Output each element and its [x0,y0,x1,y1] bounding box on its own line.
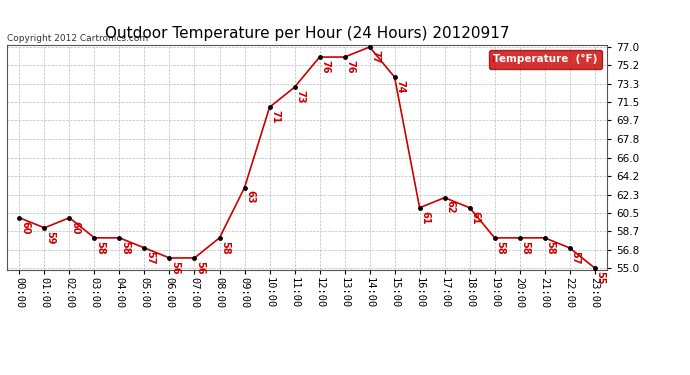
Text: 57: 57 [145,251,155,264]
Text: 71: 71 [270,110,280,123]
Text: 58: 58 [120,241,130,254]
Text: Copyright 2012 Cartronics.com: Copyright 2012 Cartronics.com [7,34,148,43]
Text: 63: 63 [245,190,255,204]
Text: 58: 58 [95,241,105,254]
Text: 74: 74 [395,80,405,93]
Text: 58: 58 [220,241,230,254]
Legend: Temperature  (°F): Temperature (°F) [489,50,602,69]
Text: 61: 61 [420,210,430,224]
Text: 58: 58 [495,241,505,254]
Text: 55: 55 [595,271,605,284]
Text: 57: 57 [570,251,580,264]
Title: Outdoor Temperature per Hour (24 Hours) 20120917: Outdoor Temperature per Hour (24 Hours) … [105,26,509,41]
Text: 76: 76 [320,60,330,74]
Text: 58: 58 [520,241,530,254]
Text: 58: 58 [545,241,555,254]
Text: 59: 59 [45,231,55,244]
Text: 73: 73 [295,90,305,104]
Text: 76: 76 [345,60,355,74]
Text: 56: 56 [170,261,180,274]
Text: 77: 77 [370,50,380,63]
Text: 62: 62 [445,201,455,214]
Text: 61: 61 [470,210,480,224]
Text: 60: 60 [20,220,30,234]
Text: 56: 56 [195,261,205,274]
Text: 60: 60 [70,220,80,234]
